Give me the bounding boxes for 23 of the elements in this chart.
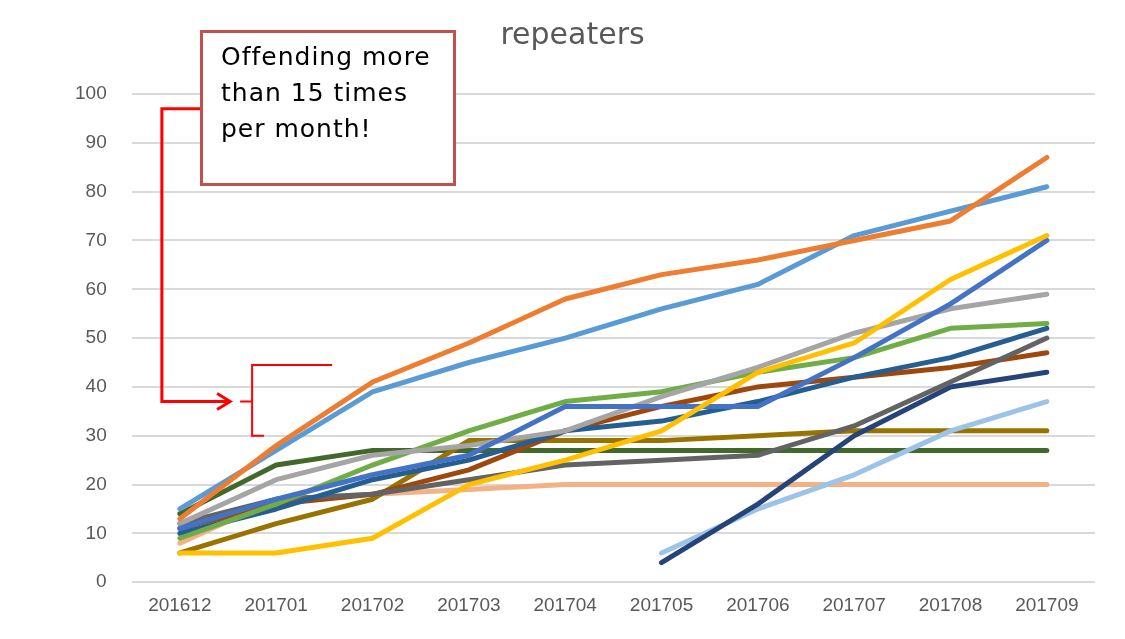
x-tick-label: 201702 [340,593,405,615]
x-tick-label: 201709 [1015,593,1079,615]
x-tick-label: 201707 [822,593,886,615]
y-tick-label: 30 [85,423,107,445]
y-tick-label: 80 [85,179,107,201]
y-tick-label: 10 [85,521,107,543]
x-tick-label: 201703 [437,593,501,615]
x-tick-label: 201704 [533,593,598,615]
y-tick-label: 60 [85,277,107,299]
x-tick-label: 201706 [726,593,790,615]
y-tick-label: 20 [85,472,107,494]
y-tick-label: 90 [85,131,107,153]
annotation: Offending more than 15 times per month! [200,30,456,186]
x-tick-label: 201701 [244,593,308,615]
x-tick-label: 201612 [148,593,212,615]
x-tick-label: 201708 [918,593,983,615]
y-tick-label: 70 [85,228,107,250]
x-tick-label: 201705 [629,593,694,615]
y-tick-label: 0 [96,570,107,592]
chart-title: repeaters [500,15,645,51]
y-tick-label: 40 [85,375,107,397]
y-tick-label: 100 [75,82,107,104]
y-tick-label: 50 [85,326,107,348]
